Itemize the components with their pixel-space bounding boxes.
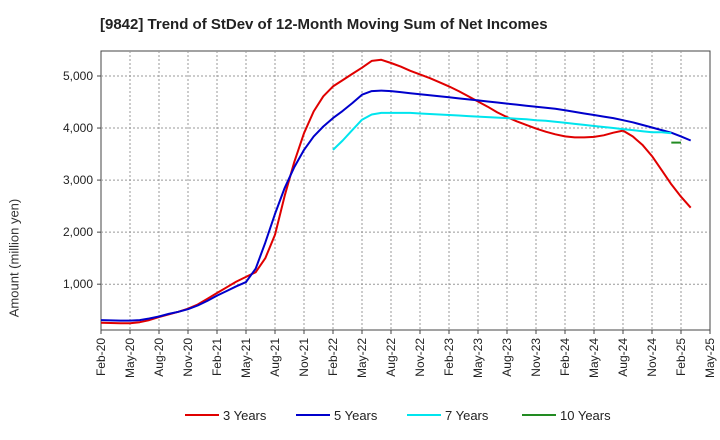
x-tick-label: Feb-23 (442, 338, 456, 376)
series-line-7-years (332, 111, 672, 151)
x-tick-label: Nov-23 (529, 338, 543, 377)
y-tick-label: 3,000 (63, 173, 93, 187)
legend-label: 3 Years (223, 408, 267, 423)
x-tick-label: May-21 (239, 338, 253, 378)
x-axis-ticks: Feb-20 May-20 Aug-20 Nov-20 Feb-21 May-21 Aug-… (94, 330, 717, 378)
x-tick-label: Feb-24 (558, 338, 572, 376)
x-tick-label: Nov-21 (297, 338, 311, 377)
legend-label: 10 Years (560, 408, 611, 423)
x-tick-label: May-22 (355, 338, 369, 378)
chart-title: [9842] Trend of StDev of 12-Month Moving… (100, 16, 548, 33)
x-tick-label: Aug-21 (268, 338, 282, 377)
x-tick-label: Feb-22 (326, 338, 340, 376)
x-tick-label: Aug-22 (384, 338, 398, 377)
y-tick-label: 5,000 (63, 69, 93, 83)
x-tick-label: Nov-20 (181, 338, 195, 377)
legend-label: 5 Years (334, 408, 378, 423)
x-tick-label: May-20 (123, 338, 137, 378)
plot-area (100, 50, 711, 331)
x-tick-label: Feb-25 (674, 338, 688, 376)
x-tick-label: Nov-22 (413, 338, 427, 377)
x-tick-label: May-23 (471, 338, 485, 378)
x-tick-label: May-25 (703, 338, 717, 378)
x-tick-label: May-24 (587, 338, 601, 378)
y-axis-ticks: 1,000 2,000 3,000 4,000 5,000 (63, 69, 101, 291)
x-tick-label: Nov-24 (645, 338, 659, 377)
legend-label: 7 Years (445, 408, 489, 423)
x-tick-label: Aug-23 (500, 338, 514, 377)
x-tick-label: Feb-20 (94, 338, 108, 376)
series-line-5-years (100, 89, 692, 322)
x-tick-label: Feb-21 (210, 338, 224, 376)
series-line-3-years (100, 58, 692, 325)
grid-lines (101, 51, 710, 330)
x-tick-label: Aug-24 (616, 338, 630, 377)
y-tick-label: 2,000 (63, 225, 93, 239)
series-lines (100, 58, 692, 325)
legend: 3 Years 5 Years 7 Years 10 Years (185, 408, 611, 423)
x-tick-label: Aug-20 (152, 338, 166, 377)
y-tick-label: 1,000 (63, 277, 93, 291)
y-tick-label: 4,000 (63, 121, 93, 135)
